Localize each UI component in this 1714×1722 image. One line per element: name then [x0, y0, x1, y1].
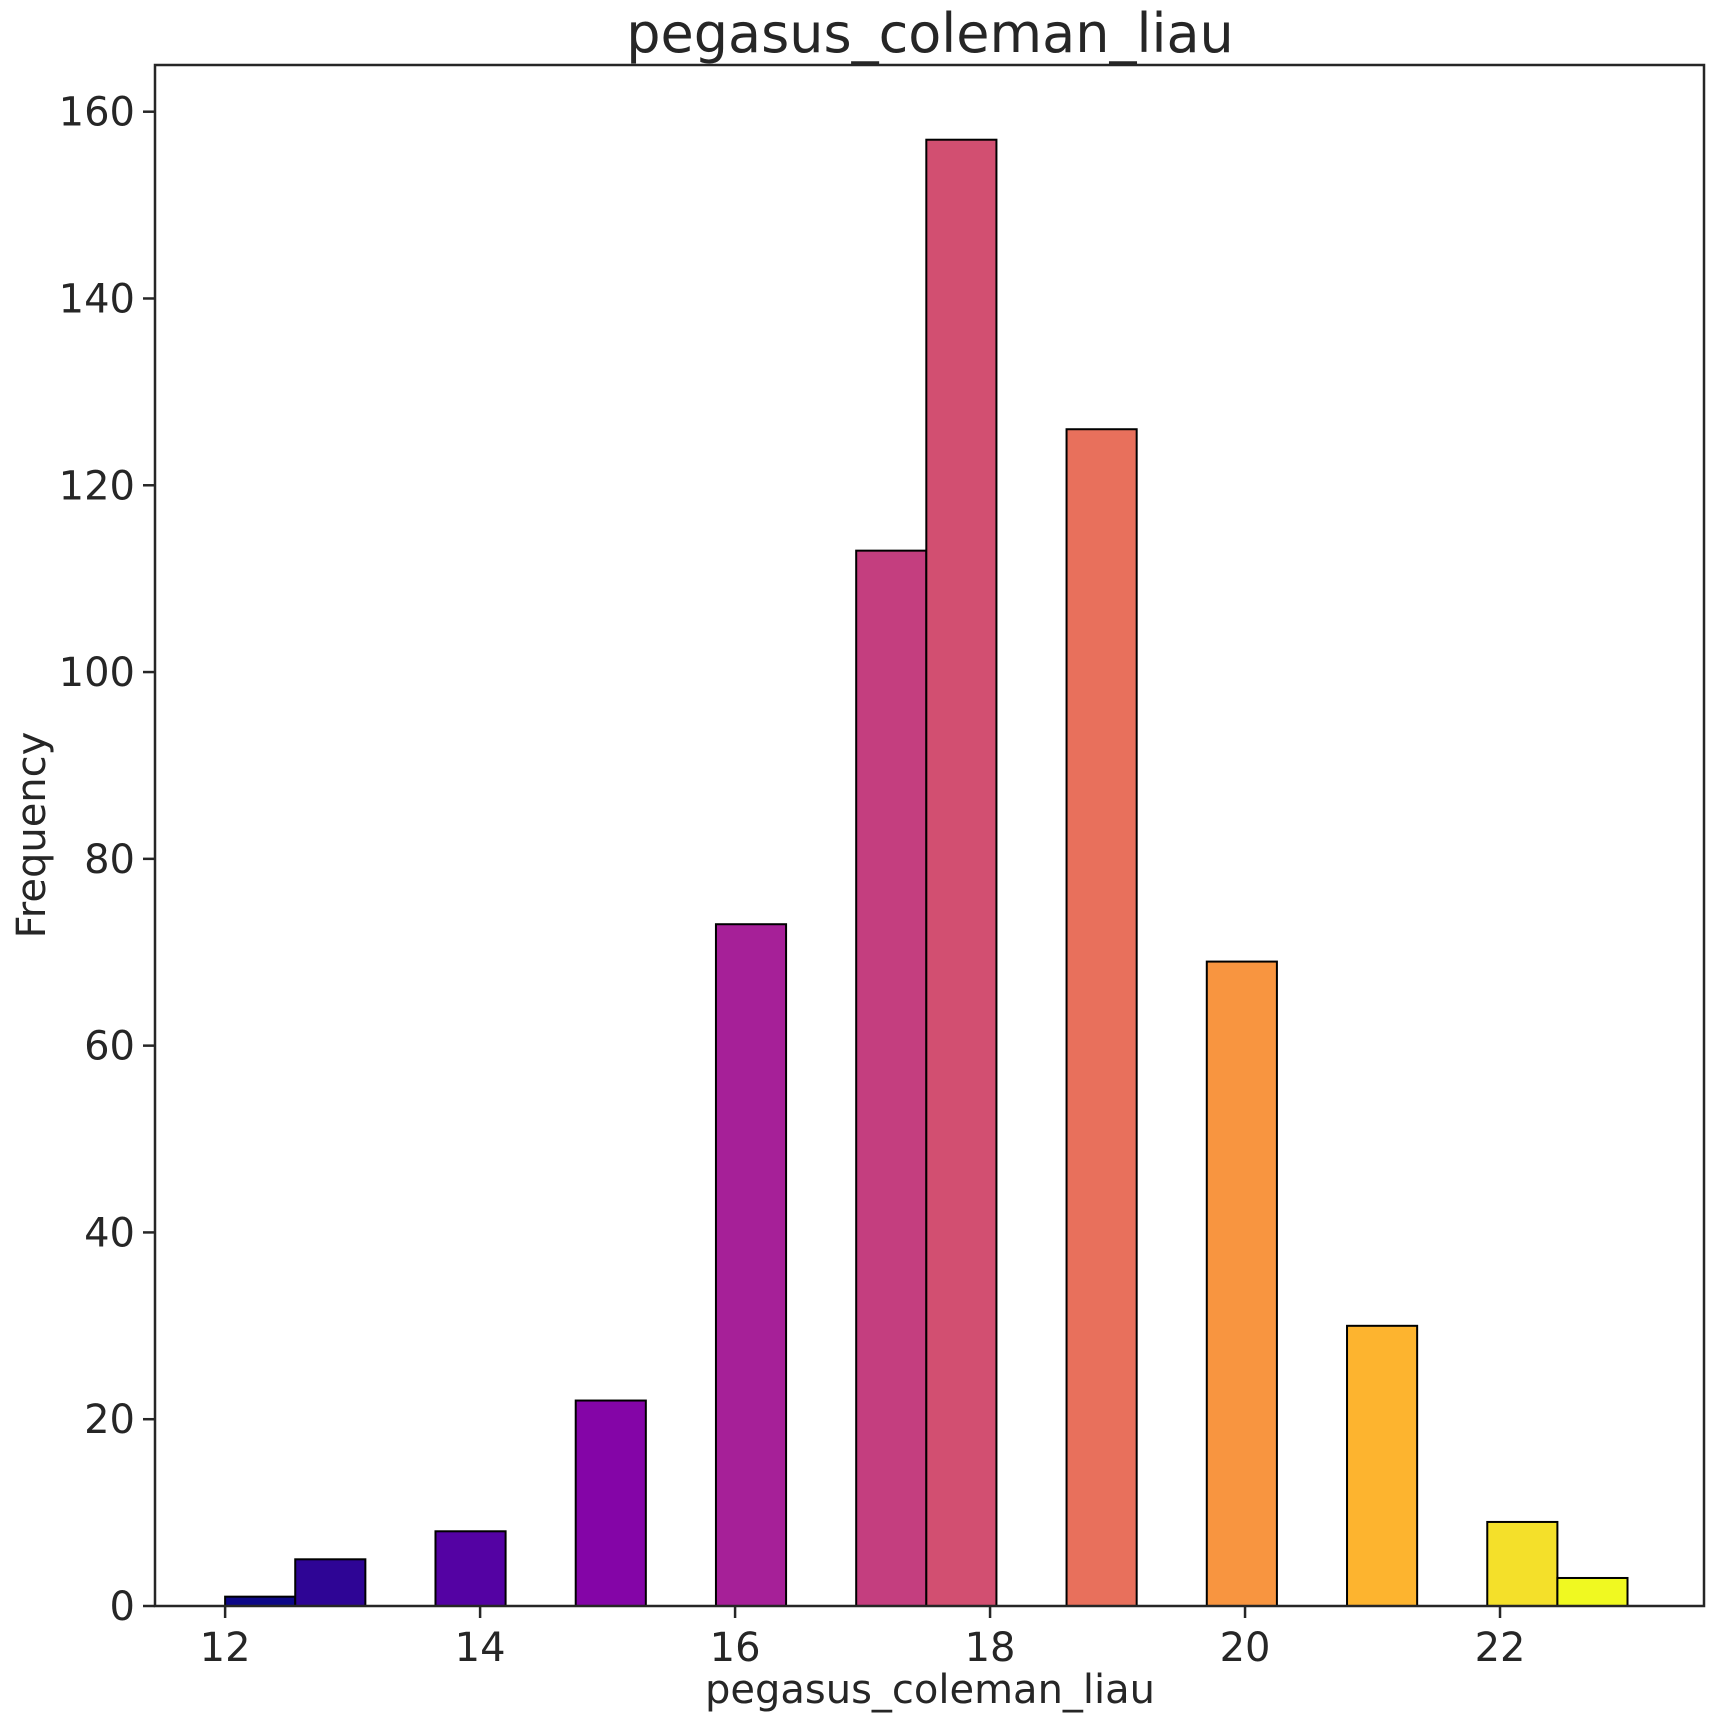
y-axis-ticks: 0 20 40 60 80 100 120 140 160 [59, 90, 155, 1630]
x-tick-label: 20 [1220, 1625, 1271, 1671]
histogram-bar-12 [1556, 1576, 1629, 1607]
y-tick-label: 40 [84, 1210, 135, 1256]
x-tick-label: 12 [200, 1625, 251, 1671]
chart-title: pegasus_coleman_liau [626, 2, 1234, 65]
x-axis-ticks: 12 14 16 18 20 22 [200, 1606, 1526, 1671]
histogram-bar-11 [1486, 1520, 1559, 1607]
y-tick-label: 160 [59, 90, 135, 136]
bars-group [224, 138, 1629, 1608]
y-axis-label: Frequency [9, 732, 55, 939]
y-tick-label: 60 [84, 1024, 135, 1070]
x-axis-label: pegasus_coleman_liau [705, 1667, 1155, 1713]
y-tick-label: 100 [59, 650, 135, 696]
histogram-bar-9 [1205, 960, 1278, 1607]
histogram-bar-3 [434, 1530, 507, 1607]
histogram-bar-2 [294, 1558, 367, 1607]
histogram-bar-8 [1065, 428, 1138, 1608]
y-tick-label: 140 [59, 276, 135, 322]
y-tick-label: 0 [110, 1584, 135, 1630]
y-tick-label: 120 [59, 463, 135, 509]
x-tick-label: 22 [1475, 1625, 1526, 1671]
x-tick-label: 14 [455, 1625, 506, 1671]
histogram-bar-7 [925, 138, 998, 1607]
y-tick-label: 80 [84, 837, 135, 883]
histogram-bar-1 [224, 1595, 297, 1608]
y-tick-label: 20 [84, 1397, 135, 1443]
plot-frame [153, 63, 1706, 1608]
histogram-bar-6 [855, 549, 928, 1608]
histogram-bar-10 [1346, 1324, 1419, 1608]
histogram-bar-4 [574, 1399, 647, 1607]
x-tick-label: 16 [710, 1625, 761, 1671]
x-tick-label: 18 [965, 1625, 1016, 1671]
histogram-bar-5 [714, 923, 788, 1607]
